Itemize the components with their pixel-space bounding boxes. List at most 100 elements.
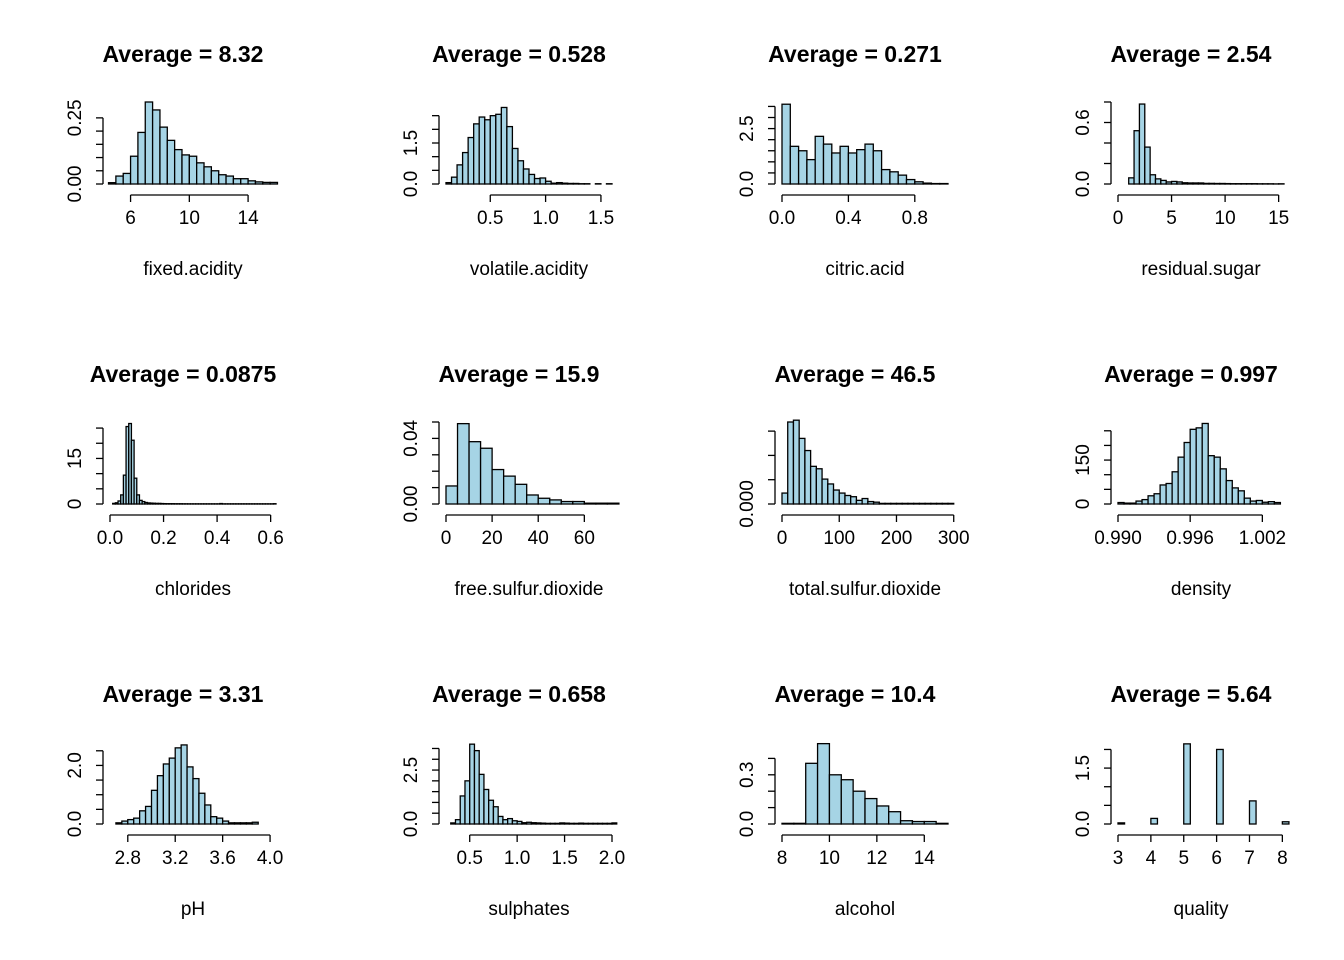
histogram-bar — [864, 143, 874, 185]
histogram-bar — [1123, 502, 1131, 505]
histogram-bar — [899, 820, 914, 825]
histogram-panel: Average = 0.271 0.0 0.4 0.8 0.0 2.5 citric.aci… — [737, 41, 949, 280]
histogram-bar — [1189, 428, 1197, 505]
histogram-bar — [935, 822, 949, 825]
histogram-panel: Average = 3.31 2.8 3.2 3.6 4.0 0.0 2.0 pH — [65, 681, 283, 920]
histogram-bar — [530, 822, 537, 825]
histogram-bar — [254, 181, 264, 185]
histogram-bar — [840, 779, 854, 825]
histogram-bar — [1128, 177, 1135, 185]
histogram-bar — [1117, 822, 1126, 825]
histogram-bar — [203, 166, 213, 185]
histogram-panel: Average = 46.5 0 100 200 300 0.000 total.sulfu… — [737, 361, 970, 600]
histogram-bar — [198, 792, 206, 825]
x-tick-label: 8 — [1277, 848, 1288, 869]
histogram-panel: Average = 2.54 0 5 10 15 0.0 0.6 residual.sugar — [1073, 41, 1289, 280]
histogram-bar — [489, 115, 497, 185]
histogram-bar — [595, 502, 609, 505]
histogram-bar — [500, 106, 508, 185]
histogram-bar — [1170, 180, 1178, 185]
histogram-bar — [1177, 456, 1185, 505]
histogram-bar — [469, 743, 476, 825]
histogram-panel: Average = 0.997 0.990 0.996 1.002 0 150 densit… — [1073, 361, 1286, 600]
histogram-bar — [890, 502, 898, 505]
histogram-bar — [1181, 182, 1189, 185]
histogram-bar — [1147, 495, 1155, 505]
chart-title: Average = 0.0875 — [90, 361, 277, 387]
histogram-bar — [521, 822, 528, 825]
x-tick-label: 10 — [1215, 208, 1236, 229]
histogram-bar — [1207, 455, 1215, 505]
histogram-bar — [839, 145, 850, 185]
x-axis-label: alcohol — [835, 899, 895, 920]
histogram-bar — [461, 151, 469, 185]
y-tick-label: 0.3 — [737, 762, 758, 788]
chart-title: Average = 8.32 — [103, 41, 264, 67]
histogram-bar — [210, 170, 220, 185]
histogram-bar — [456, 422, 470, 505]
histogram-bar — [247, 180, 257, 185]
histogram-bar — [1273, 501, 1282, 505]
histogram-bar — [889, 171, 899, 185]
histogram-bar — [1255, 499, 1263, 505]
x-tick-label: 10 — [179, 208, 200, 229]
x-tick-label: 40 — [528, 528, 549, 549]
y-tick-label: 1.5 — [401, 130, 422, 156]
histogram-bar — [787, 421, 795, 505]
histogram-bar — [821, 478, 829, 505]
histogram-panel: Average = 0.658 0.5 1.0 1.5 2.0 0.0 2.5 sulphat… — [401, 681, 625, 920]
histogram-bar — [1219, 468, 1227, 505]
y-tick-label: 0.25 — [65, 99, 86, 136]
histogram-bar — [878, 502, 886, 505]
x-tick-label: 4 — [1146, 848, 1157, 869]
histogram-bar — [1160, 179, 1167, 185]
histogram-bar — [789, 145, 800, 185]
histogram-bar — [828, 774, 842, 825]
histogram-bar — [1249, 500, 1257, 505]
y-tick-label: 0.6 — [1073, 109, 1094, 135]
histogram-bar — [522, 168, 530, 185]
histogram-bar — [822, 143, 833, 185]
histogram-bar — [897, 174, 908, 185]
histogram-bar — [525, 821, 533, 825]
histogram-bar — [210, 816, 218, 825]
y-tick-label: 0.0 — [65, 811, 86, 837]
histogram-bar — [188, 155, 198, 185]
x-tick-label: 20 — [482, 528, 503, 549]
histogram-bar — [528, 173, 536, 185]
histogram-bar — [572, 500, 585, 505]
histogram-bar — [445, 181, 453, 185]
histogram-bar — [196, 162, 205, 185]
x-tick-label: 0 — [441, 528, 452, 549]
histogram-bar — [450, 176, 458, 185]
x-tick-label: 3.2 — [162, 848, 188, 869]
y-tick-label: 2.0 — [65, 752, 86, 778]
histogram-bar — [606, 502, 620, 505]
y-tick-label: 0.0 — [401, 811, 422, 837]
x-tick-label: 0.4 — [835, 208, 862, 229]
histogram-bar — [884, 502, 892, 505]
histogram-bar — [535, 822, 542, 825]
x-axis-label: density — [1171, 579, 1232, 600]
y-tick-label: 0.0 — [1073, 811, 1094, 837]
histogram-bar — [914, 181, 924, 185]
histogram-panel: Average = 8.32 6 10 14 0.00 0.25 fixed.acidity — [65, 41, 279, 280]
histogram-bar — [159, 126, 168, 185]
histogram-bar — [880, 168, 891, 185]
histogram-bar — [924, 502, 932, 505]
histogram-bar — [549, 499, 562, 505]
histogram-bar — [888, 811, 902, 825]
histogram-bar — [544, 822, 551, 825]
histogram-bar — [483, 788, 490, 825]
chart-title: Average = 10.4 — [775, 681, 936, 707]
histogram-bar — [832, 489, 840, 505]
histogram-bar — [150, 789, 159, 825]
x-tick-label: 2.0 — [599, 848, 625, 869]
x-tick-label: 7 — [1244, 848, 1255, 869]
histogram-bar — [129, 155, 139, 185]
x-tick-label: 0.5 — [477, 208, 503, 229]
x-tick-label: 0.5 — [457, 848, 483, 869]
histogram-bar — [1135, 500, 1143, 505]
histogram-bar — [806, 158, 816, 185]
histogram-bar — [814, 135, 825, 185]
